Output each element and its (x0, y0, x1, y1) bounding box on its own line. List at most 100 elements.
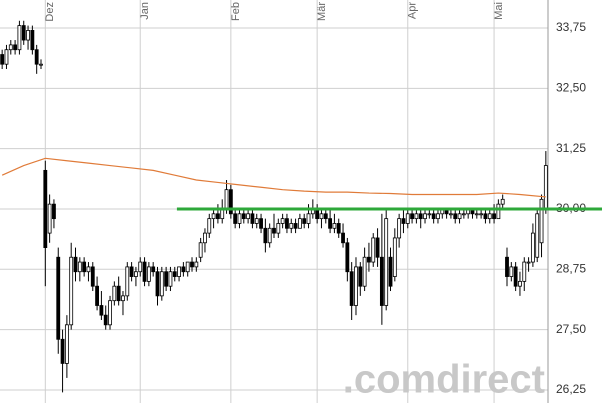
candle-body (125, 266, 130, 297)
candle-body (250, 213, 255, 224)
candle-body (496, 203, 501, 220)
candle-body (267, 227, 272, 244)
candle-body (483, 213, 488, 220)
y-tick-label: 26,25 (556, 382, 586, 396)
candle-body (272, 227, 276, 234)
candle-body (487, 213, 492, 220)
candle-body (371, 237, 376, 263)
candle-body (323, 213, 328, 220)
y-tick-label: 27,50 (556, 322, 586, 336)
candle-body (518, 280, 522, 287)
candle-body (328, 218, 333, 229)
candle-body (285, 218, 289, 229)
candle-body (427, 213, 432, 216)
candle-body (17, 25, 22, 51)
candle-body (492, 213, 496, 220)
candle-body (388, 256, 393, 287)
candle-body (513, 266, 518, 287)
candle-body (453, 213, 458, 220)
candle-body (43, 169, 48, 248)
candle-body (535, 213, 540, 258)
candle-body (401, 218, 406, 224)
candle-body (159, 271, 164, 297)
candle-body (112, 285, 117, 302)
candle-body (367, 256, 371, 263)
candle-body (8, 44, 13, 51)
candle-body (151, 266, 156, 273)
candle-body (293, 223, 298, 229)
candle-body (375, 237, 380, 258)
candle-body (246, 213, 251, 220)
candle-body (190, 261, 194, 268)
candle-body (457, 213, 462, 220)
candle-body (543, 165, 548, 210)
candle-body (116, 285, 121, 302)
candle-body (164, 271, 169, 287)
candle-body (345, 242, 350, 273)
candle-body (379, 256, 384, 306)
candle-body (47, 203, 52, 234)
y-tick-label: 31,25 (556, 141, 586, 155)
candle-body (259, 218, 263, 229)
candle-body (228, 189, 233, 215)
candle-body (263, 227, 268, 244)
candle-body (108, 300, 112, 326)
candle-body (505, 256, 509, 277)
candle-body (185, 261, 190, 273)
candle-body (30, 30, 35, 51)
candle-body (155, 271, 160, 297)
candle-body (522, 261, 527, 282)
candle-body (198, 242, 203, 258)
candle-body (354, 266, 358, 306)
candle-body (99, 305, 104, 316)
x-tick-label: Feb (230, 2, 242, 21)
candle-body (60, 338, 65, 364)
candle-body (414, 213, 419, 220)
candle-body (86, 266, 91, 273)
x-tick-label: Dez (44, 2, 56, 22)
candle-body (146, 266, 151, 282)
candle-body (423, 213, 427, 220)
candle-body (207, 218, 212, 234)
candle-body (410, 213, 414, 220)
candle-body (69, 256, 74, 326)
candle-body (168, 271, 173, 287)
candle-body (276, 223, 281, 234)
candle-body (26, 30, 30, 41)
candle-body (194, 261, 199, 268)
candle-body (500, 198, 505, 205)
candle-body (237, 213, 242, 224)
candle-body (384, 218, 389, 306)
candle-body (436, 213, 440, 220)
candle-body (362, 256, 367, 287)
candle-body (138, 261, 143, 273)
y-tick-label: 28,75 (556, 261, 586, 275)
candle-body (77, 261, 82, 273)
candle-body (539, 198, 544, 244)
candle-body (21, 25, 26, 41)
candle-body (405, 213, 410, 224)
candle-body (82, 261, 87, 273)
candle-body (297, 218, 302, 229)
x-tick-label: Mär (316, 2, 328, 21)
x-tick-label: Apr (407, 2, 419, 19)
candle-body (302, 218, 307, 224)
candle-body (241, 213, 246, 220)
candle-body (177, 266, 181, 277)
candle-body (306, 213, 311, 224)
candle-body (336, 223, 341, 234)
candle-body (95, 285, 99, 306)
candle-body (39, 63, 43, 66)
candle-body (461, 213, 466, 216)
candle-body (341, 232, 345, 244)
candle-body (332, 223, 337, 229)
candle-body (280, 218, 285, 224)
candle-body (289, 223, 294, 229)
y-tick-label: 32,50 (556, 80, 586, 94)
candle-body (509, 266, 514, 277)
candle-body (64, 324, 69, 364)
candle-body (73, 256, 78, 273)
watermark: .comdirect (343, 358, 545, 402)
candle-body (319, 213, 324, 220)
